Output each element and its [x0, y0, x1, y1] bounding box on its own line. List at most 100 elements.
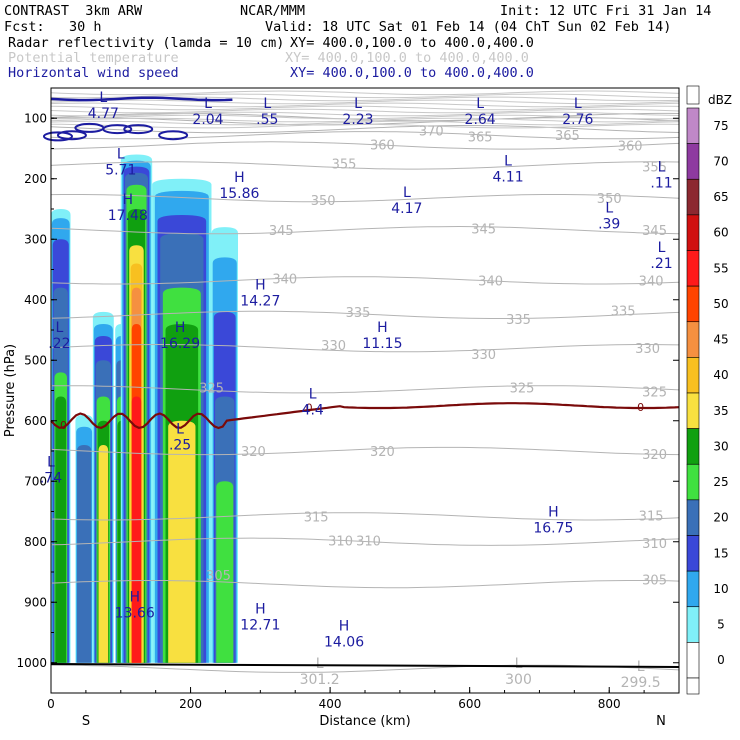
reflectivity-cell: [76, 444, 92, 663]
theta-contour-line: [50, 108, 680, 114]
theta-label: 320: [370, 445, 395, 460]
colorbar-swatch: [686, 321, 700, 358]
extremum-type: L: [263, 96, 271, 112]
theta-label: 340: [639, 274, 664, 289]
theta-label: 305: [206, 569, 231, 584]
freezing-level-line: [50, 402, 680, 430]
wind-contour: [42, 131, 73, 142]
reflectivity-cell: [55, 396, 67, 663]
colorbar-label: 65: [713, 190, 728, 204]
y-tick-label: 1000: [16, 656, 47, 670]
extremum-value: .22: [48, 336, 70, 352]
extremum-value: 11.15: [362, 336, 402, 352]
theta-label: 360: [618, 139, 643, 154]
y-tick-label: 600: [24, 414, 47, 428]
y-tick-label: 700: [24, 474, 47, 488]
extremum-type: L: [403, 185, 411, 201]
theta-contours: 370 365 365 360 360 355 355 350 350 345 345 345 340 3…: [50, 90, 680, 673]
colorbar-swatch: [686, 178, 700, 216]
theta-contour-line: [50, 310, 680, 319]
theta-label: 355: [332, 158, 357, 173]
colorbar-swatch: [686, 428, 700, 465]
theta-contour-line: [50, 112, 680, 122]
extremum-type: H: [255, 278, 266, 294]
theta-label: 360: [370, 138, 395, 153]
theta-label: 325: [510, 381, 535, 396]
theta-contour-line: [50, 580, 680, 589]
south-label: S: [82, 714, 90, 729]
colorbar-label: 20: [713, 511, 728, 525]
extremum-type: L: [476, 96, 484, 112]
colorbar-unit: dBZ: [708, 93, 732, 107]
theta-contour-line: [50, 194, 680, 203]
theta-label: 355: [642, 161, 667, 176]
reflectivity-cell: [98, 444, 109, 663]
colorbar-swatch: [686, 535, 700, 572]
extremum-type: L: [515, 656, 523, 672]
theta-label: 330: [321, 339, 346, 354]
extremum-value: 13.66: [115, 605, 155, 621]
extremum-type: H: [175, 320, 186, 336]
colorbar-label: 70: [713, 154, 728, 168]
extremum-value: .55: [256, 112, 278, 128]
extremum-value: 16.29: [160, 336, 200, 352]
theta-label: 315: [639, 510, 664, 525]
colorbar-label: 40: [713, 368, 728, 382]
extremum-type: H: [339, 618, 350, 634]
model-center: NCAR/MMM: [240, 3, 306, 19]
valid-time: Valid: 18 UTC Sat 01 Feb 14 (04 ChT Sun …: [265, 19, 672, 35]
plot-title: CONTRAST 3km ARW: [4, 3, 143, 19]
theta-label: 310: [642, 537, 667, 552]
theta-contour-line: [50, 446, 680, 456]
theta-contour-line: [50, 141, 680, 150]
extremum-type: L: [658, 160, 666, 176]
y-tick-label: 300: [24, 232, 47, 246]
colorbar-label: 5: [717, 618, 725, 632]
x-tick-label: 200: [179, 697, 202, 711]
theta-contour-line: [50, 344, 680, 353]
theta-label: 320: [642, 448, 667, 463]
colorbar-swatch: [686, 642, 700, 679]
colorbar-label: 55: [713, 261, 728, 275]
extremum-type: L: [176, 422, 184, 438]
wind-contour: [56, 130, 87, 141]
extremum-value: 15.86: [219, 186, 259, 202]
theta-label: 330: [635, 342, 660, 357]
wind-contour: [123, 124, 154, 135]
theta-label: 335: [506, 313, 531, 328]
extremum-value: 4.4: [302, 403, 324, 419]
extremum-type: H: [255, 601, 266, 617]
extremum-value: 2.04: [192, 112, 223, 128]
extremum-value: 2.76: [562, 112, 593, 128]
y-tick-label: 500: [24, 353, 47, 367]
x-axis-label: Distance (km): [319, 714, 410, 729]
theta-label: 365: [468, 130, 493, 145]
colorbar-swatch: [686, 392, 700, 429]
theta-contour-line: [50, 99, 680, 105]
theta-contour-line: [50, 125, 680, 134]
colorbar-label: 45: [713, 333, 728, 347]
colorbar-swatch: [686, 143, 700, 180]
x-tick-label: 800: [598, 697, 621, 711]
reflectivity-cell: [216, 481, 234, 663]
y-tick-label: 400: [24, 293, 47, 307]
theta-contour-line: [50, 102, 680, 108]
extremum-type: L: [658, 240, 666, 256]
colorbar-swatch: [686, 570, 700, 608]
theta-contour-line: [50, 120, 680, 126]
init-time: Init: 12 UTC Fri 31 Jan 14: [500, 3, 712, 19]
colorbar-swatch: [686, 214, 700, 251]
extremum-value: .21: [650, 256, 672, 272]
x-tick-label: 400: [319, 697, 342, 711]
extremum-value: 5.71: [105, 162, 136, 178]
y-tick-label: 800: [24, 535, 47, 549]
colorbar-label: 60: [713, 226, 728, 240]
extremum-value: 12.71: [240, 617, 280, 633]
theta-contour-line: [50, 114, 680, 120]
colorbar-label: 10: [713, 582, 728, 596]
extremum-value: 14.06: [324, 634, 364, 650]
theta-label: 335: [346, 306, 371, 321]
extremum-value: 300: [505, 672, 532, 688]
forecast-hour: Fcst: 30 h: [4, 19, 102, 35]
